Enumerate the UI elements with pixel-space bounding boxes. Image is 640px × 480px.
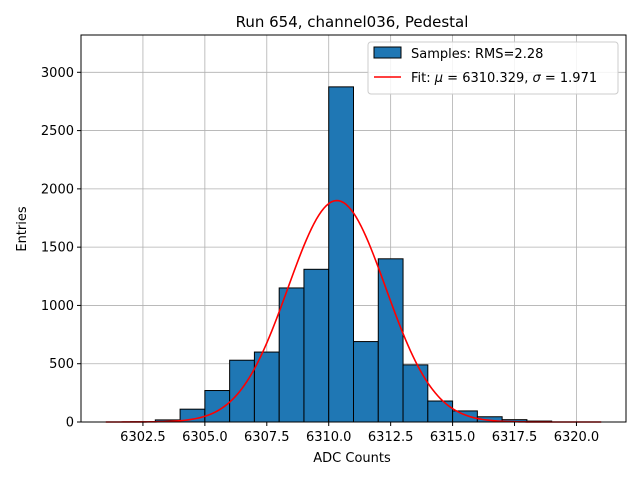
x-tick-label: 6310.0 — [306, 430, 352, 445]
histogram-bar — [204, 390, 231, 423]
y-axis-label: Entries — [15, 206, 30, 252]
y-tick-label: 1500 — [41, 241, 74, 256]
y-tick-label: 1000 — [41, 299, 74, 314]
histogram-bar — [229, 359, 255, 423]
x-tick-label: 6317.5 — [492, 430, 538, 445]
histogram-bar — [452, 410, 478, 423]
legend-box — [367, 41, 619, 95]
x-tick-label: 6320.0 — [554, 430, 600, 445]
histogram-bar — [377, 258, 404, 423]
histogram-bar — [427, 400, 454, 423]
chart-title: Run 654, channel036, Pedestal — [236, 13, 469, 31]
x-tick-label: 6307.5 — [244, 430, 290, 445]
x-axis-ticks: 6302.5 6305.0 6307.5 6310.0 6312.5 6315.0 6317… — [120, 422, 599, 445]
legend-histogram-swatch — [373, 46, 402, 59]
legend-histogram-label: Samples: RMS=2.28 — [411, 47, 543, 62]
y-tick-label: 0 — [66, 416, 74, 431]
plot-frame — [80, 34, 627, 423]
y-tick-label: 2000 — [41, 182, 74, 197]
x-tick-label: 6305.0 — [182, 430, 228, 445]
histogram-bar — [303, 268, 330, 423]
legend: Samples: RMS=2.28 Fit: μ = 6310.329, σ =… — [367, 41, 619, 95]
histogram-bar — [402, 364, 429, 423]
x-tick-label: 6302.5 — [120, 430, 166, 445]
x-tick-label: 6312.5 — [368, 430, 414, 445]
y-tick-label: 3000 — [41, 66, 74, 81]
y-tick-label: 2500 — [41, 124, 74, 139]
histogram-bar — [353, 341, 379, 423]
x-axis-label: ADC Counts — [313, 451, 391, 466]
histogram-bar — [278, 287, 305, 423]
y-axis-ticks: 0 500 1000 1500 2000 2500 3000 — [41, 66, 81, 431]
histogram-bar — [328, 86, 354, 423]
histogram-bars — [130, 86, 553, 423]
y-tick-label: 500 — [49, 357, 74, 372]
x-tick-label: 6315.0 — [430, 430, 476, 445]
legend-fit-label: Fit: μ = 6310.329, σ = 1.971 — [411, 71, 597, 86]
